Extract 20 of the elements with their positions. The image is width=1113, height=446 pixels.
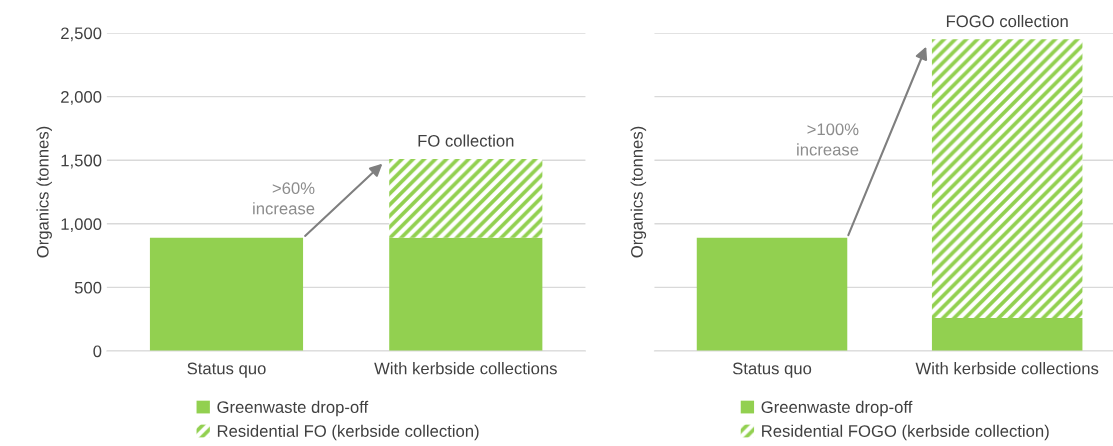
y-axis-title: Organics (tonnes) [36,126,52,258]
legend-label: Residential FO (kerbside collection) [217,424,479,441]
legend-label: Greenwaste drop-off [217,400,369,417]
annotation: FO collection [418,134,514,147]
annotation: >100% increase [797,123,859,156]
legend-label: Greenwaste drop-off [761,400,913,417]
y-tick-label: 1,500 [61,154,102,169]
annotation: FOGO collection [946,14,1068,28]
y-tick-label: 500 [74,281,102,294]
y-tick-label: 2,500 [61,27,102,42]
x-tick-label: Status quo [732,362,812,378]
x-tick-label: With kerbside collections [374,362,557,375]
y-axis-title: Organics (tonnes) [630,126,647,258]
y-tick-label: 2,000 [61,91,102,105]
y-tick-label: 0 [93,345,102,358]
annotation: >60% increase [253,182,315,215]
x-tick-label: With kerbside collections [915,362,1099,375]
y-tick-label: 1,000 [61,218,102,232]
legend-label: Residential FOGO (kerbside collection) [762,424,1049,441]
x-tick-label: Status quo [187,362,266,378]
